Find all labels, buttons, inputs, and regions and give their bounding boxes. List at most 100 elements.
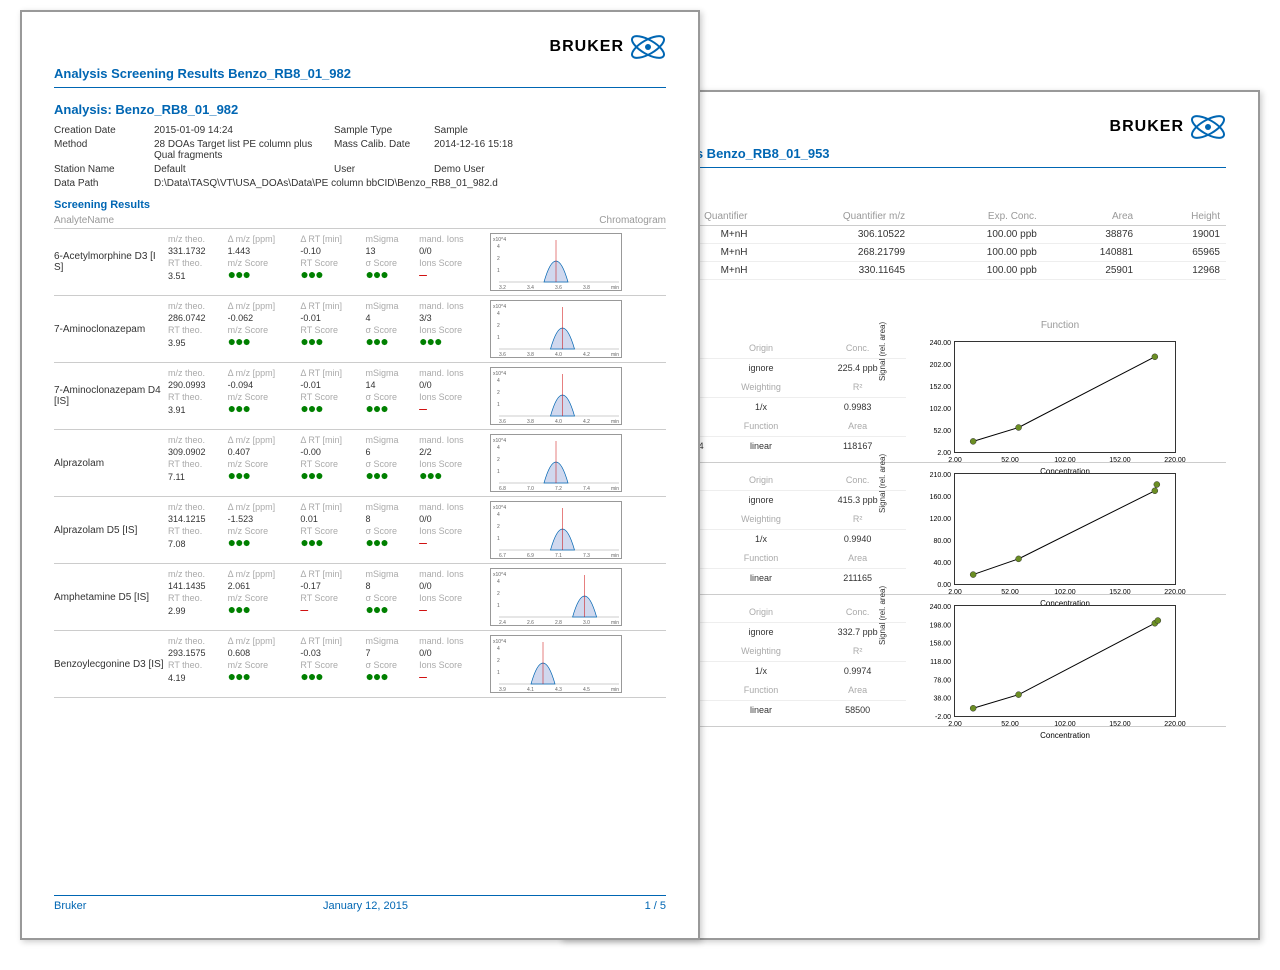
svg-text:38.00: 38.00 bbox=[933, 696, 951, 703]
svg-text:2.00: 2.00 bbox=[948, 457, 962, 464]
svg-text:202.00: 202.00 bbox=[930, 362, 952, 369]
calibration-plot: Signal (rel. area) 240.00202.00152.00102… bbox=[906, 341, 1226, 456]
svg-text:3.9: 3.9 bbox=[499, 687, 506, 692]
calibration-plot: Signal (rel. area) 240.00198.00158.00118… bbox=[906, 605, 1226, 720]
svg-text:4.5: 4.5 bbox=[583, 687, 590, 692]
analyte-data: m/z theo.Δ m/z [ppm]Δ RT [min]mSigmamand… bbox=[164, 434, 484, 492]
svg-text:4.2: 4.2 bbox=[583, 419, 590, 424]
analyte-row: Benzoylecgonine D3 [IS] m/z theo.Δ m/z [… bbox=[54, 631, 666, 698]
svg-text:Concentration: Concentration bbox=[1040, 731, 1090, 740]
svg-text:2.6: 2.6 bbox=[527, 620, 534, 625]
svg-text:x10^4: x10^4 bbox=[493, 572, 506, 578]
chromatogram: x10^4 3.23.43.63.8min 421 bbox=[484, 233, 666, 291]
svg-text:52.00: 52.00 bbox=[1001, 457, 1019, 464]
svg-text:102.00: 102.00 bbox=[1054, 457, 1076, 464]
svg-text:min: min bbox=[611, 352, 619, 357]
svg-text:220.00: 220.00 bbox=[1164, 721, 1186, 728]
svg-text:152.00: 152.00 bbox=[930, 384, 952, 391]
svg-text:3.8: 3.8 bbox=[527, 352, 534, 357]
svg-text:210.00: 210.00 bbox=[930, 472, 952, 479]
svg-text:118.00: 118.00 bbox=[930, 659, 951, 666]
meta-label: Station Name bbox=[54, 164, 154, 175]
svg-text:52.00: 52.00 bbox=[1001, 721, 1019, 728]
svg-text:3.8: 3.8 bbox=[527, 419, 534, 424]
footer-left: Bruker bbox=[54, 900, 86, 912]
svg-text:4.0: 4.0 bbox=[555, 419, 562, 424]
svg-text:1: 1 bbox=[497, 603, 500, 609]
svg-text:2.8: 2.8 bbox=[555, 620, 562, 625]
screening-report-page: BRUKER Analysis Screening Results Benzo_… bbox=[20, 10, 700, 940]
svg-text:6.7: 6.7 bbox=[499, 553, 506, 558]
analyte-data: m/z theo.Δ m/z [ppm]Δ RT [min]mSigmamand… bbox=[164, 635, 484, 693]
meta-label: Mass Calib. Date bbox=[334, 139, 434, 161]
svg-text:min: min bbox=[611, 285, 619, 290]
chromatogram: x10^4 2.42.62.83.0min 421 bbox=[484, 568, 666, 626]
svg-text:52.00: 52.00 bbox=[1001, 589, 1019, 596]
svg-text:4.2: 4.2 bbox=[583, 352, 590, 357]
meta-value: Demo User bbox=[434, 164, 584, 175]
analyte-row: 7-Aminoclonazepam m/z theo.Δ m/z [ppm]Δ … bbox=[54, 296, 666, 363]
quant-col-header: Area bbox=[1043, 208, 1139, 226]
meta-value: D:\Data\TASQ\VT\USA_DOAs\Data\PE column … bbox=[154, 178, 584, 189]
svg-text:102.00: 102.00 bbox=[1054, 721, 1076, 728]
svg-text:1: 1 bbox=[497, 402, 500, 408]
svg-text:102.00: 102.00 bbox=[1054, 589, 1076, 596]
svg-text:7.4: 7.4 bbox=[583, 486, 590, 491]
svg-text:3.6: 3.6 bbox=[499, 352, 506, 357]
meta-value: Default bbox=[154, 164, 334, 175]
analyte-row: Alprazolam D5 [IS] m/z theo.Δ m/z [ppm]Δ… bbox=[54, 497, 666, 564]
svg-text:4: 4 bbox=[497, 579, 500, 585]
svg-text:x10^4: x10^4 bbox=[493, 304, 506, 310]
svg-text:2.00: 2.00 bbox=[948, 721, 962, 728]
quant-col-header: Height bbox=[1139, 208, 1226, 226]
chromatogram: x10^4 6.87.07.27.4min 421 bbox=[484, 434, 666, 492]
chromatogram: x10^4 3.94.14.34.5min 421 bbox=[484, 635, 666, 693]
function-header: Function bbox=[894, 320, 1226, 331]
svg-text:4: 4 bbox=[497, 378, 500, 384]
brand-text: BRUKER bbox=[550, 38, 624, 56]
svg-text:2: 2 bbox=[497, 390, 500, 396]
analyte-data: m/z theo.Δ m/z [ppm]Δ RT [min]mSigmamand… bbox=[164, 233, 484, 291]
svg-text:3.8: 3.8 bbox=[583, 285, 590, 290]
analyte-data: m/z theo.Δ m/z [ppm]Δ RT [min]mSigmamand… bbox=[164, 501, 484, 559]
meta-value: 2015-01-09 14:24 bbox=[154, 125, 334, 136]
svg-text:x10^4: x10^4 bbox=[493, 371, 506, 377]
col-chrom: Chromatogram bbox=[599, 215, 666, 226]
meta-label: Data Path bbox=[54, 178, 154, 189]
svg-text:3.6: 3.6 bbox=[555, 285, 562, 290]
analyte-name: Alprazolam bbox=[54, 434, 164, 492]
svg-text:x10^4: x10^4 bbox=[493, 438, 506, 444]
svg-text:6.9: 6.9 bbox=[527, 553, 534, 558]
svg-text:220.00: 220.00 bbox=[1164, 589, 1186, 596]
svg-text:4: 4 bbox=[497, 311, 500, 317]
svg-text:2.00: 2.00 bbox=[937, 450, 951, 457]
svg-text:2: 2 bbox=[497, 524, 500, 530]
svg-text:2.4: 2.4 bbox=[499, 620, 506, 625]
svg-text:2: 2 bbox=[497, 457, 500, 463]
svg-text:2.00: 2.00 bbox=[948, 589, 962, 596]
calibration-plot: Signal (rel. area) 210.00160.00120.0080.… bbox=[906, 473, 1226, 588]
svg-text:4.3: 4.3 bbox=[555, 687, 562, 692]
svg-text:152.00: 152.00 bbox=[1109, 589, 1131, 596]
svg-text:102.00: 102.00 bbox=[930, 406, 952, 413]
meta-label: Method bbox=[54, 139, 154, 161]
svg-text:160.00: 160.00 bbox=[930, 494, 952, 501]
svg-text:x10^4: x10^4 bbox=[493, 639, 506, 645]
svg-text:1: 1 bbox=[497, 536, 500, 542]
metadata-grid: Creation Date 2015-01-09 14:24 Sample Ty… bbox=[54, 125, 666, 189]
svg-text:x10^4: x10^4 bbox=[493, 505, 506, 511]
svg-text:3.6: 3.6 bbox=[499, 419, 506, 424]
chromatogram: x10^4 3.63.84.04.2min 421 bbox=[484, 300, 666, 358]
quant-col-header: Quantifier m/z bbox=[754, 208, 912, 226]
svg-text:240.00: 240.00 bbox=[930, 604, 952, 611]
svg-text:2: 2 bbox=[497, 256, 500, 262]
analyte-row: 7-Aminoclonazepam D4 [IS] m/z theo.Δ m/z… bbox=[54, 363, 666, 430]
svg-text:2: 2 bbox=[497, 323, 500, 329]
svg-text:7.1: 7.1 bbox=[555, 553, 562, 558]
svg-text:2: 2 bbox=[497, 658, 500, 664]
svg-text:7.0: 7.0 bbox=[527, 486, 534, 491]
col-analyte: AnalyteName bbox=[54, 215, 164, 226]
svg-text:1: 1 bbox=[497, 268, 500, 274]
screening-section-title: Screening Results bbox=[54, 199, 666, 211]
meta-value: 2014-12-16 15:18 bbox=[434, 139, 584, 161]
